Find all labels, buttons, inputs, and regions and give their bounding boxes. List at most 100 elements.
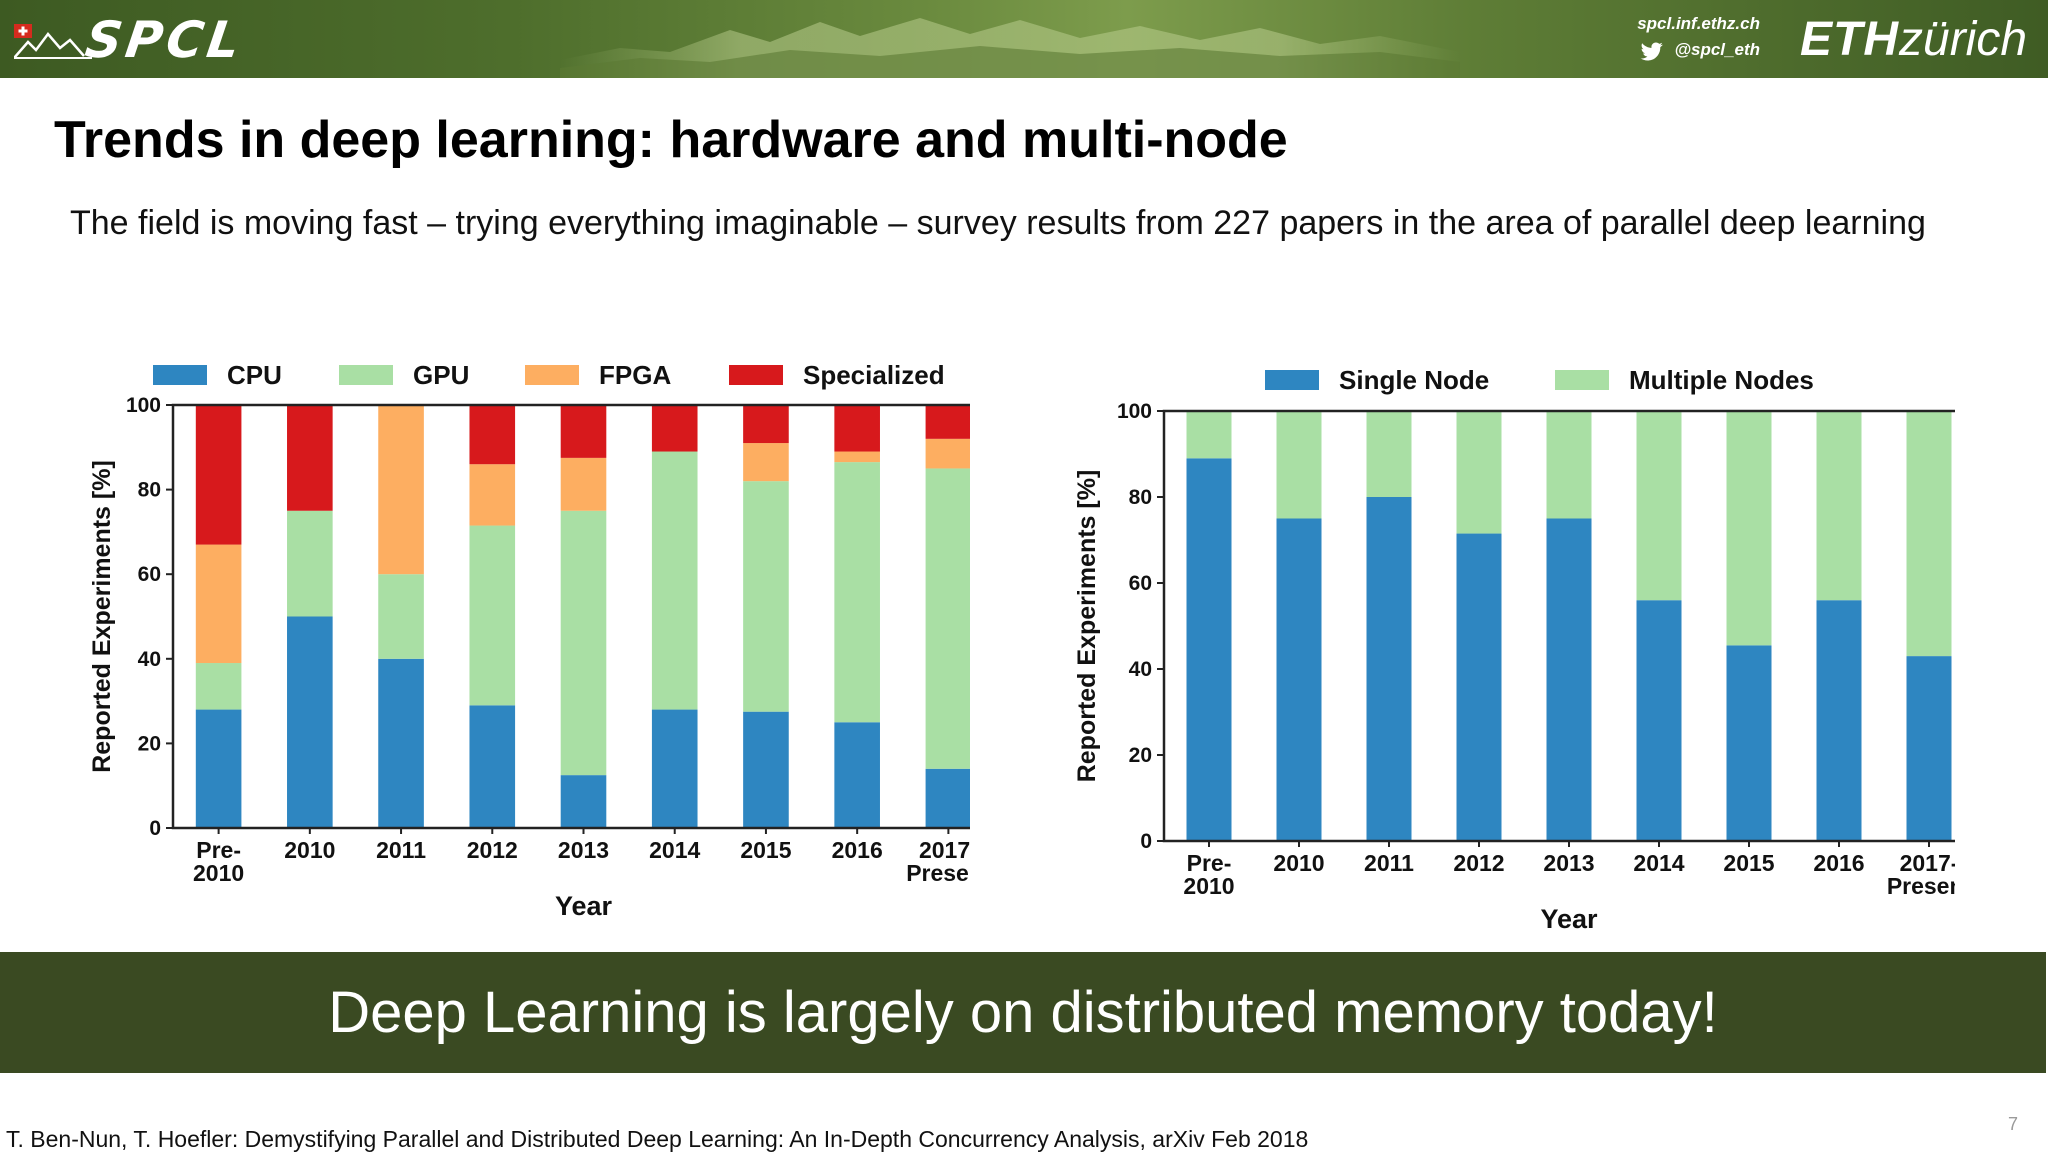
bar-4-3 xyxy=(560,405,607,458)
spcl-logo[interactable]: SPCL xyxy=(81,11,248,69)
x-tick-label-0-1: 2010 xyxy=(1183,873,1234,899)
bar-4-1 xyxy=(560,510,607,776)
bar-0-3 xyxy=(195,405,242,545)
bar-8-3 xyxy=(925,405,970,439)
bar-3-2 xyxy=(469,464,516,526)
bar-2-0 xyxy=(1366,497,1412,841)
bar-0-0 xyxy=(195,709,242,828)
bar-5-0 xyxy=(1636,600,1682,841)
eth-logo-bold: ETH xyxy=(1800,13,1899,66)
legend-swatch-0 xyxy=(1265,370,1319,390)
bar-7-0 xyxy=(834,722,880,828)
conclusion-banner: Deep Learning is largely on distributed … xyxy=(0,952,2046,1073)
legend-swatch-0 xyxy=(153,365,207,385)
x-tick-label-0-0: Pre- xyxy=(196,837,241,863)
twitter-handle[interactable]: @spcl_eth xyxy=(1674,40,1760,59)
x-tick-label-4-0: 2013 xyxy=(1543,850,1594,876)
bar-3-0 xyxy=(1456,533,1502,841)
legend-swatch-1 xyxy=(339,365,393,385)
bar-6-0 xyxy=(743,711,789,828)
bar-5-1 xyxy=(1636,411,1682,601)
bar-1-1 xyxy=(287,510,333,617)
bar-8-1 xyxy=(925,468,970,769)
y-tick-label-0: 0 xyxy=(1140,830,1152,853)
x-tick-label-8-1: Present xyxy=(906,860,970,886)
legend-label-0: Single Node xyxy=(1339,365,1489,395)
bar-2-0 xyxy=(378,658,424,828)
y-tick-label-3: 60 xyxy=(138,563,161,586)
plot-frame xyxy=(1162,409,1955,843)
bar-3-0 xyxy=(469,705,516,828)
bar-1-3 xyxy=(287,405,333,511)
x-tick-label-6-0: 2015 xyxy=(1723,850,1774,876)
bar-5-1 xyxy=(651,451,698,710)
x-tick-label-0-0: Pre- xyxy=(1187,850,1232,876)
x-tick-label-5-0: 2014 xyxy=(1633,850,1684,876)
y-tick-label-1: 20 xyxy=(1129,744,1152,767)
slide-header: SPCL spcl.inf.ethz.ch @spcl_eth ETHzüric… xyxy=(0,0,2048,78)
x-tick-label-8-1: Present xyxy=(1887,873,1955,899)
y-tick-label-5: 100 xyxy=(1117,400,1152,423)
plot-frame xyxy=(171,403,970,830)
x-axis-label: Year xyxy=(555,891,613,921)
y-tick-label-2: 40 xyxy=(138,648,161,671)
bar-1-0 xyxy=(287,616,333,828)
x-tick-label-0-1: 2010 xyxy=(193,860,244,886)
x-tick-label-4-0: 2013 xyxy=(558,837,609,863)
bar-0-1 xyxy=(1186,411,1232,459)
swiss-flag-mountain-icon xyxy=(14,24,92,59)
page-number: 7 xyxy=(2008,1114,2019,1134)
legend-swatch-3 xyxy=(729,365,783,385)
y-tick-label-4: 80 xyxy=(138,479,161,502)
page-title: Trends in deep learning: hardware and mu… xyxy=(54,111,1288,169)
bar-6-0 xyxy=(1726,645,1772,841)
bar-8-2 xyxy=(925,438,970,469)
x-tick-label-3-0: 2012 xyxy=(1453,850,1504,876)
bar-4-0 xyxy=(560,775,607,828)
eth-zurich-logo[interactable]: ETHzürich xyxy=(1800,12,2027,68)
bar-7-1 xyxy=(834,462,880,723)
legend-label-0: CPU xyxy=(227,360,282,390)
bar-6-3 xyxy=(743,405,789,444)
y-tick-label-2: 40 xyxy=(1129,658,1152,681)
legend-label-1: Multiple Nodes xyxy=(1629,365,1814,395)
bar-7-0 xyxy=(1816,600,1862,841)
legend-swatch-2 xyxy=(525,365,579,385)
legend-label-2: FPGA xyxy=(599,360,671,390)
site-url[interactable]: spcl.inf.ethz.ch xyxy=(1637,14,1760,33)
y-tick-label-5: 100 xyxy=(126,394,161,417)
x-tick-label-8-0: 2017- xyxy=(919,837,970,863)
twitter-icon xyxy=(1640,42,1663,61)
x-tick-label-2-0: 2011 xyxy=(376,837,426,863)
x-tick-label-3-0: 2012 xyxy=(467,837,518,863)
y-axis-label: Reported Experiments [%] xyxy=(88,460,116,773)
y-tick-label-0: 0 xyxy=(149,817,161,840)
y-tick-label-4: 80 xyxy=(1129,486,1152,509)
x-tick-label-7-0: 2016 xyxy=(832,837,883,863)
x-tick-label-8-0: 2017- xyxy=(1900,850,1955,876)
bar-5-3 xyxy=(651,405,698,452)
citation: T. Ben-Nun, T. Hoefler: Demystifying Par… xyxy=(6,1126,1309,1152)
bar-1-0 xyxy=(1276,518,1322,841)
y-axis-label: Reported Experiments [%] xyxy=(1073,470,1101,783)
bar-3-1 xyxy=(469,525,516,706)
bar-8-0 xyxy=(1906,656,1952,841)
bar-2-1 xyxy=(378,574,424,659)
y-tick-label-1: 20 xyxy=(138,732,161,755)
x-tick-label-1-0: 2010 xyxy=(1273,850,1324,876)
bar-2-1 xyxy=(1366,411,1412,497)
x-tick-label-1-0: 2010 xyxy=(284,837,335,863)
bar-0-2 xyxy=(195,544,242,664)
bar-0-1 xyxy=(195,663,242,710)
bar-0-0 xyxy=(1186,458,1232,841)
page-subtitle: The field is moving fast – trying everyt… xyxy=(70,204,1926,242)
bar-7-1 xyxy=(1816,411,1862,601)
bar-8-0 xyxy=(925,768,970,828)
x-axis-label: Year xyxy=(1540,904,1598,934)
bar-4-0 xyxy=(1546,518,1592,841)
bar-7-2 xyxy=(834,451,880,463)
bar-6-1 xyxy=(743,481,789,712)
bar-6-2 xyxy=(743,443,789,482)
